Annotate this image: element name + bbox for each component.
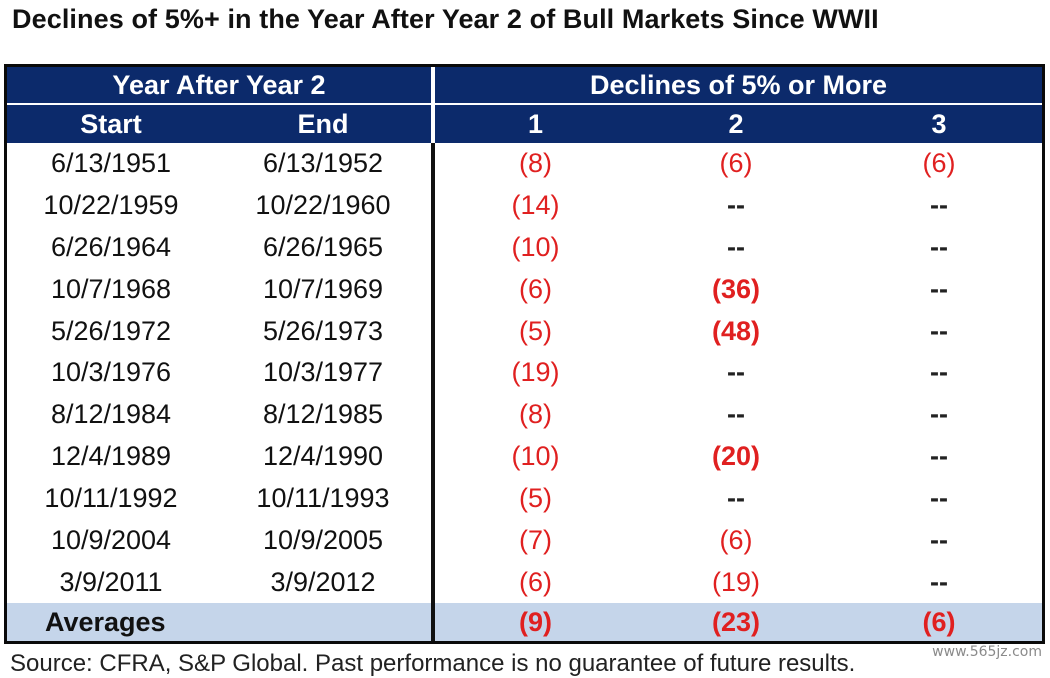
cell-decline-3: -- bbox=[930, 315, 948, 346]
cell-decline-2: -- bbox=[727, 482, 745, 513]
cell-decline-1: (6) bbox=[519, 273, 552, 304]
cell-end: 6/26/1965 bbox=[215, 226, 435, 269]
cell-start: 10/3/1976 bbox=[50, 357, 172, 388]
cell-decline-3: -- bbox=[930, 399, 948, 430]
column-header-decline-1: 1 bbox=[433, 103, 636, 143]
cell-decline-2: (6) bbox=[719, 524, 753, 555]
cell-start: 6/26/1964 bbox=[50, 232, 172, 263]
cell-decline-2: (20) bbox=[711, 441, 760, 472]
column-header-decline-3: 3 bbox=[836, 103, 1042, 143]
cell-decline-3: -- bbox=[930, 232, 948, 263]
cell-decline-3: -- bbox=[930, 482, 948, 513]
averages-label: Averages bbox=[7, 603, 435, 641]
cell-end: 10/3/1977 bbox=[215, 352, 435, 394]
cell-decline-2: -- bbox=[727, 232, 745, 263]
cell-start: 5/26/1972 bbox=[50, 315, 172, 346]
source-note: Source: CFRA, S&P Global. Past performan… bbox=[10, 650, 856, 677]
cell-start: 10/11/1992 bbox=[44, 482, 178, 513]
cell-decline-1: (6) bbox=[519, 566, 552, 597]
table-row: 10/7/1968 10/7/1969 (6) (36) -- bbox=[7, 268, 1042, 311]
cell-decline-1: (14) bbox=[511, 190, 560, 221]
cell-start: 10/9/2004 bbox=[50, 524, 172, 555]
cell-decline-3: -- bbox=[930, 190, 948, 221]
cell-decline-1: (5) bbox=[519, 482, 552, 513]
cell-end: 10/7/1969 bbox=[215, 268, 435, 311]
cell-decline-3: -- bbox=[930, 566, 948, 597]
cell-start: 10/7/1968 bbox=[50, 273, 172, 304]
cell-start: 8/12/1984 bbox=[50, 399, 172, 430]
table-row: 3/9/2011 3/9/2012 (6) (19) -- bbox=[7, 561, 1042, 603]
table-row: 5/26/1972 5/26/1973 (5) (48) -- bbox=[7, 310, 1042, 353]
table-row: 6/26/1964 6/26/1965 (10) -- -- bbox=[7, 226, 1042, 269]
cell-end: 12/4/1990 bbox=[215, 435, 435, 478]
table-row: 6/13/1951 6/13/1952 (8) (6) (6) bbox=[7, 143, 1042, 185]
cell-end: 8/12/1985 bbox=[215, 393, 435, 436]
page-title: Declines of 5%+ in the Year After Year 2… bbox=[12, 4, 879, 34]
cell-decline-2: (6) bbox=[719, 148, 753, 179]
cell-decline-1: (5) bbox=[519, 315, 552, 346]
cell-decline-2: (36) bbox=[711, 273, 760, 304]
watermark-text: www.565jz.com bbox=[930, 644, 1044, 660]
table-row: 12/4/1989 12/4/1990 (10) (20) -- bbox=[7, 435, 1042, 478]
cell-decline-3: -- bbox=[930, 441, 948, 472]
table-body: 6/13/1951 6/13/1952 (8) (6) (6) 10/22/1959 10/… bbox=[7, 143, 1042, 603]
cell-decline-3: -- bbox=[930, 273, 948, 304]
averages-row: Averages (9) (23) (6) bbox=[7, 603, 1042, 641]
cell-start: 10/22/1959 bbox=[43, 190, 179, 221]
table-row: 10/3/1976 10/3/1977 (19) -- -- bbox=[7, 352, 1042, 394]
table-row: 10/22/1959 10/22/1960 (14) -- -- bbox=[7, 184, 1042, 227]
cell-decline-1: (10) bbox=[511, 232, 560, 263]
cell-decline-1: (10) bbox=[511, 441, 560, 472]
table-row: 8/12/1984 8/12/1985 (8) -- -- bbox=[7, 393, 1042, 436]
cell-decline-2: (19) bbox=[711, 566, 760, 597]
cell-end: 6/13/1952 bbox=[215, 143, 435, 185]
cell-decline-1: (7) bbox=[519, 524, 552, 555]
group-header-year-after: Year After Year 2 bbox=[7, 67, 435, 104]
cell-decline-1: (8) bbox=[519, 399, 552, 430]
table-row: 10/11/1992 10/11/1993 (5) -- -- bbox=[7, 477, 1042, 520]
average-decline-2: (23) bbox=[636, 603, 836, 641]
cell-end: 5/26/1973 bbox=[215, 310, 435, 353]
cell-decline-2: -- bbox=[727, 357, 745, 388]
cell-start: 12/4/1989 bbox=[50, 441, 172, 472]
cell-end: 3/9/2012 bbox=[215, 561, 435, 603]
cell-end: 10/9/2005 bbox=[215, 519, 435, 562]
cell-decline-2: -- bbox=[727, 190, 745, 221]
cell-decline-1: (8) bbox=[519, 148, 552, 179]
cell-start: 6/13/1951 bbox=[50, 148, 172, 179]
cell-end: 10/11/1993 bbox=[215, 477, 435, 520]
average-decline-3: (6) bbox=[836, 603, 1042, 641]
average-decline-1: (9) bbox=[433, 603, 636, 641]
column-header-decline-2: 2 bbox=[636, 103, 836, 143]
cell-decline-2: (48) bbox=[711, 315, 760, 346]
column-header-end: End bbox=[215, 103, 435, 143]
cell-decline-3: -- bbox=[930, 357, 948, 388]
cell-decline-3: -- bbox=[930, 524, 948, 555]
column-header-start: Start bbox=[7, 103, 215, 143]
cell-decline-2: -- bbox=[727, 399, 745, 430]
cell-decline-1: (19) bbox=[511, 357, 560, 388]
cell-end: 10/22/1960 bbox=[215, 184, 435, 227]
cell-start: 3/9/2011 bbox=[59, 566, 163, 597]
declines-table: Year After Year 2 Declines of 5% or More… bbox=[4, 64, 1045, 644]
cell-decline-3: (6) bbox=[922, 148, 956, 179]
group-header-declines: Declines of 5% or More bbox=[433, 67, 1042, 104]
table-row: 10/9/2004 10/9/2005 (7) (6) -- bbox=[7, 519, 1042, 562]
